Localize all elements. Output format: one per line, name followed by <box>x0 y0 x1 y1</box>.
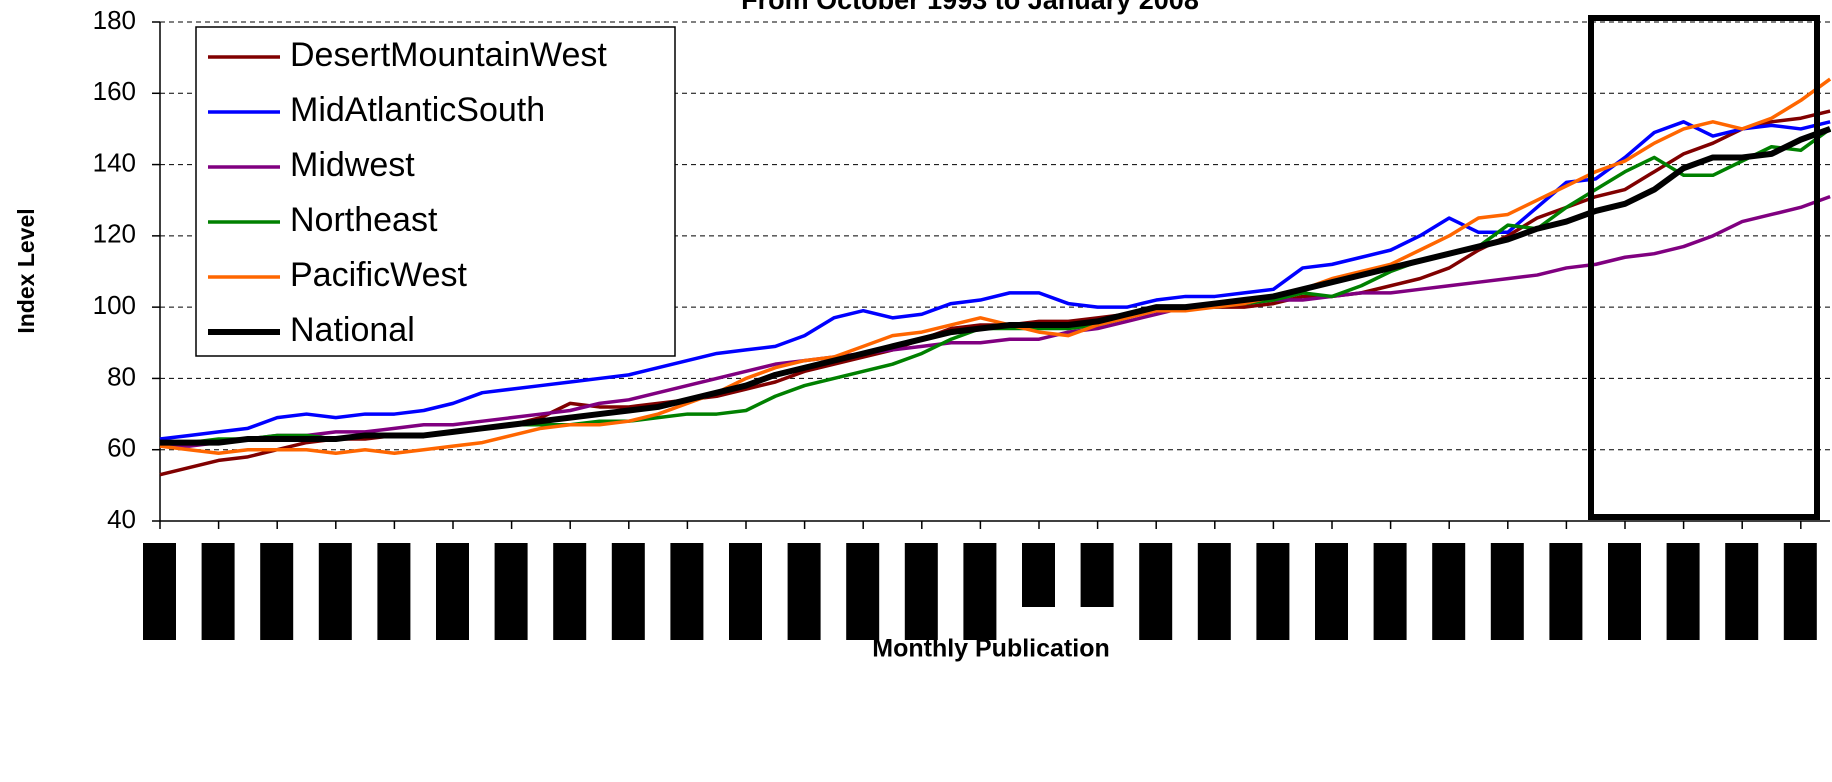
y-tick-label: 120 <box>93 219 136 249</box>
redacted-label <box>1022 543 1055 607</box>
legend-label: DesertMountainWest <box>290 36 607 74</box>
redacted-label <box>1432 543 1466 640</box>
highlight-box <box>1588 15 1820 520</box>
redacted-label <box>1373 543 1407 640</box>
legend-label: Northeast <box>290 201 438 239</box>
redacted-label <box>260 543 294 640</box>
redacted-label <box>1666 543 1700 640</box>
redacted-label <box>1608 543 1641 640</box>
y-tick-label: 160 <box>93 76 136 106</box>
redacted-label <box>1139 543 1173 640</box>
redacted-label <box>553 543 587 640</box>
redacted-label <box>611 543 645 640</box>
redacted-label <box>1315 543 1348 640</box>
redacted-label <box>1725 543 1759 640</box>
redacted-label <box>1490 543 1524 640</box>
redacted-label <box>787 543 821 640</box>
y-tick-label: 180 <box>93 5 136 35</box>
series-line <box>160 126 1832 446</box>
redacted-label <box>904 543 938 640</box>
redacted-label <box>494 543 528 640</box>
redacted-label <box>729 543 762 640</box>
redacted-label <box>846 543 880 640</box>
legend-label: National <box>290 311 415 349</box>
y-tick-label: 60 <box>107 433 136 463</box>
y-tick-label: 140 <box>93 147 136 177</box>
redacted-label <box>377 543 411 640</box>
redacted-label <box>143 543 176 640</box>
y-axis-label: Index Level <box>13 208 39 333</box>
legend-label: PacificWest <box>290 256 468 294</box>
legend-label: Midwest <box>290 146 415 184</box>
chart-subtitle: From October 1993 to January 2008 <box>741 0 1199 15</box>
series-line <box>159 77 1832 456</box>
legend-box <box>195 26 676 357</box>
redacted-label <box>436 543 469 640</box>
redacted-label <box>318 543 352 640</box>
y-tick-label: 80 <box>107 361 136 391</box>
redacted-label <box>1080 543 1114 607</box>
redacted-label <box>1197 543 1231 640</box>
y-tick-label: 100 <box>93 290 136 320</box>
redacted-label <box>670 543 704 640</box>
redacted-label <box>1549 543 1583 640</box>
series-line <box>160 195 1831 448</box>
legend-label: MidAtlanticSouth <box>290 91 545 129</box>
redacted-label <box>963 543 997 640</box>
redacted-label <box>1256 543 1290 640</box>
redacted-label <box>1783 543 1817 640</box>
redacted-label <box>201 543 235 640</box>
y-tick-label: 40 <box>107 504 136 534</box>
